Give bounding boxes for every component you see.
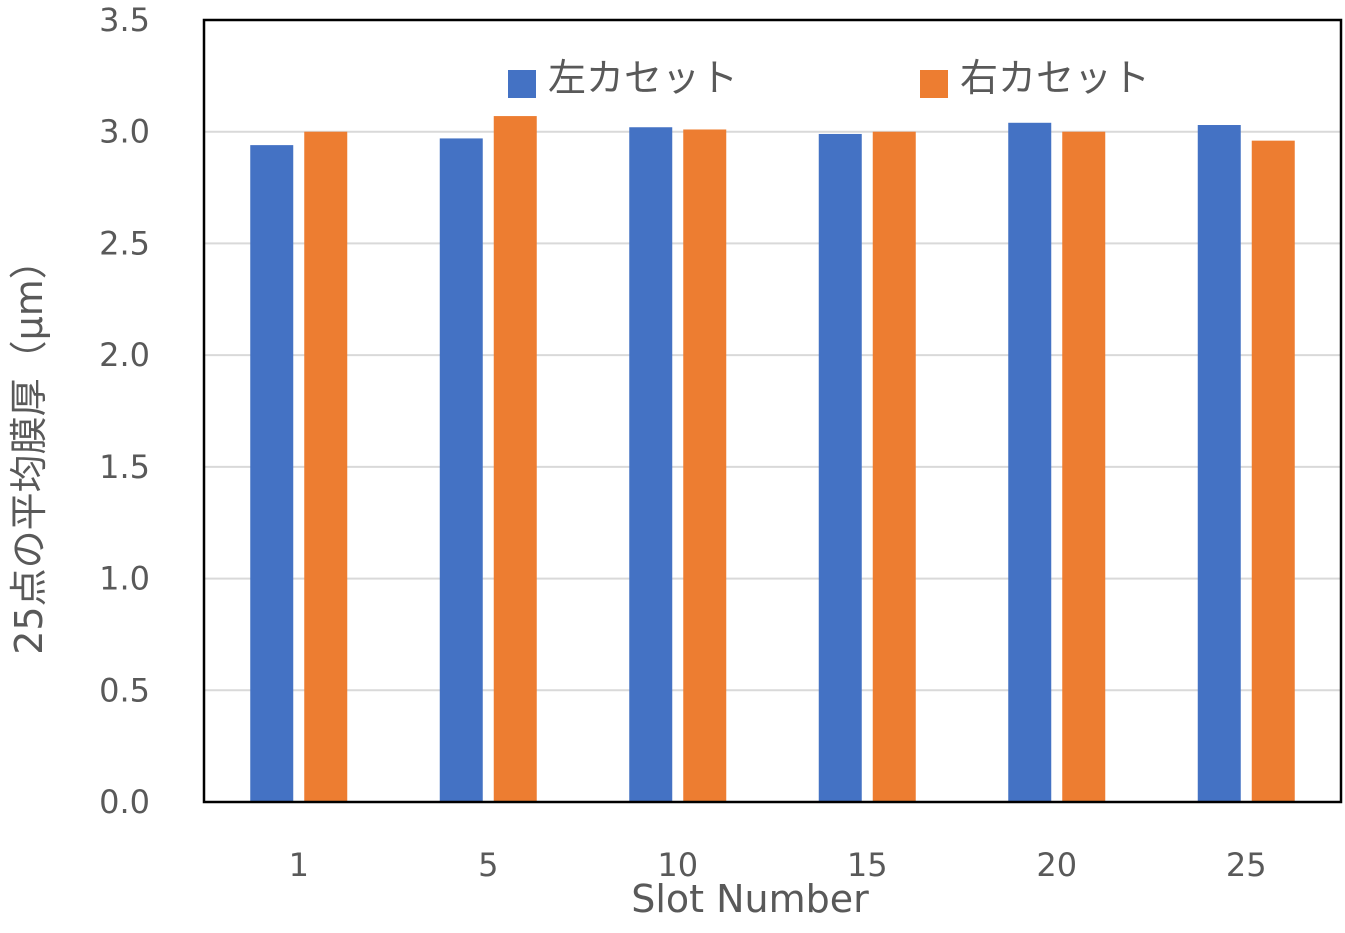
plot-frame [202,18,1343,804]
gridlines [204,130,1341,692]
bar-right-cassette-slot-20 [1062,131,1106,802]
y-tick-label: 3.5 [99,1,150,39]
y-tick-label: 0.5 [99,671,150,709]
x-tick-label: 20 [1036,846,1077,884]
y-tick-label: 2.5 [99,224,150,262]
x-tick-labels: 1 5 10 15 20 25 [289,846,1267,884]
bar-right-cassette-slot-1 [304,131,348,802]
legend-swatch [920,70,948,98]
bar-left-cassette-slot-5 [439,138,483,803]
y-axis-title: 25点の平均膜厚（μm） [7,241,51,655]
y-tick-labels: 0.0 0.5 1.0 1.5 2.0 2.5 3.0 3.5 [99,1,150,821]
x-tick-label: 5 [478,846,498,884]
bar-right-cassette-slot-5 [493,116,537,803]
y-tick-label: 1.5 [99,448,150,486]
x-tick-label: 10 [657,846,698,884]
legend: 左カセット 右カセット [508,56,1150,100]
bar-left-cassette-slot-15 [818,133,862,802]
legend-label: 右カセット [960,56,1150,100]
x-tick-label: 25 [1226,846,1267,884]
legend-label: 左カセット [548,56,738,100]
bar-right-cassette-slot-15 [872,131,916,802]
bar-left-cassette-slot-20 [1008,122,1052,802]
x-tick-label: 15 [847,846,888,884]
bars [250,116,1295,803]
bar-left-cassette-slot-1 [250,145,294,802]
x-tick-label: 1 [289,846,309,884]
bar-right-cassette-slot-25 [1251,140,1295,802]
bar-left-cassette-slot-25 [1197,125,1241,803]
x-axis-title: Slot Number [631,877,869,921]
bar-right-cassette-slot-10 [683,129,727,803]
bar-left-cassette-slot-10 [629,127,673,802]
y-tick-label: 1.0 [99,560,150,598]
y-tick-label: 3.0 [99,113,150,151]
y-tick-label: 0.0 [99,783,150,821]
legend-swatch [508,70,536,98]
y-tick-label: 2.0 [99,336,150,374]
